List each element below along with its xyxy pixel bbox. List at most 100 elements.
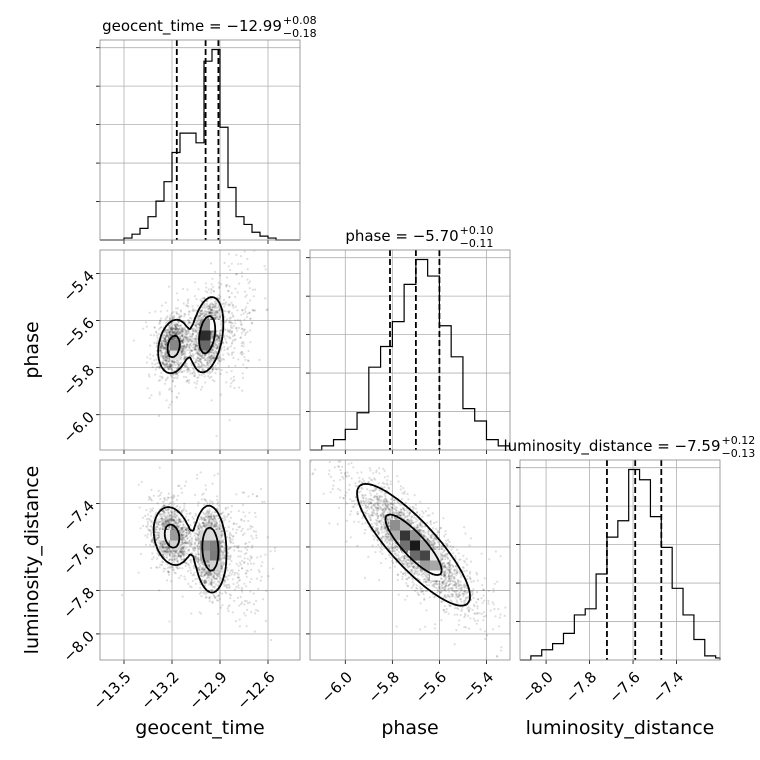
scatter-point: [163, 334, 166, 337]
scatter-point: [157, 518, 160, 521]
scatter-point: [154, 525, 157, 528]
luminosity_distance-hist-panel: [520, 460, 720, 660]
scatter-point: [180, 356, 183, 359]
scatter-point: [180, 350, 184, 354]
scatter-point: [181, 329, 184, 332]
scatter-point: [197, 365, 200, 368]
scatter-point: [201, 567, 204, 571]
scatter-point: [180, 334, 184, 337]
scatter-point: [168, 521, 171, 524]
scatter-point: [197, 546, 200, 549]
scatter-point: [189, 372, 192, 375]
scatter-point: [251, 537, 254, 540]
scatter-point: [197, 553, 200, 556]
scatter-point: [197, 542, 200, 545]
scatter-point: [121, 594, 124, 597]
scatter-point: [217, 294, 220, 297]
scatter-point: [203, 310, 206, 313]
scatter-point: [249, 317, 252, 321]
scatter-point: [180, 351, 183, 354]
scatter-point: [185, 365, 188, 368]
scatter-point: [189, 524, 192, 527]
scatter-point: [168, 327, 171, 330]
scatter-point: [228, 285, 231, 288]
scatter-point: [148, 495, 151, 498]
scatter-point: [209, 312, 212, 315]
scatter-point: [167, 552, 170, 555]
scatter-point: [169, 368, 172, 371]
scatter-point: [148, 373, 151, 376]
scatter-point: [237, 509, 240, 513]
scatter-point: [164, 346, 167, 349]
scatter-point: [162, 356, 165, 360]
scatter-point: [223, 585, 226, 588]
scatter-point: [204, 524, 207, 527]
scatter-point: [163, 364, 166, 367]
scatter-point: [180, 327, 184, 330]
scatter-point: [170, 526, 173, 529]
scatter-point: [193, 543, 196, 546]
scatter-point: [216, 572, 219, 575]
scatter-point: [208, 312, 211, 315]
scatter-point: [159, 346, 163, 349]
scatter-point: [187, 570, 190, 573]
scatter-point: [247, 349, 250, 353]
scatter-point: [186, 336, 189, 339]
scatter-point: [193, 345, 197, 348]
scatter-point: [168, 363, 172, 366]
scatter-point: [226, 578, 229, 581]
scatter-point: [180, 335, 183, 338]
scatter-point: [156, 523, 159, 526]
scatter-point: [159, 326, 162, 329]
scatter-point: [205, 572, 208, 575]
scatter-point: [180, 330, 183, 333]
scatter-point: [180, 487, 183, 490]
scatter-point: [174, 328, 177, 331]
scatter-point: [195, 340, 198, 343]
scatter-point: [168, 330, 171, 333]
scatter-point: [178, 313, 181, 316]
scatter-point: [183, 326, 186, 329]
scatter-point: [224, 590, 227, 593]
scatter-point: [198, 316, 201, 319]
scatter-point: [212, 355, 215, 358]
scatter-point: [169, 363, 172, 366]
scatter-point: [176, 372, 179, 375]
scatter-point: [194, 281, 197, 284]
scatter-point: [176, 560, 179, 563]
scatter-point: [184, 335, 187, 339]
scatter-point: [182, 554, 185, 558]
scatter-point: [209, 361, 212, 364]
scatter-point: [227, 336, 230, 339]
scatter-point: [164, 359, 167, 362]
scatter-point: [218, 340, 221, 343]
scatter-point: [156, 557, 159, 560]
scatter-point: [167, 511, 170, 515]
scatter-point: [163, 540, 166, 543]
scatter-point: [211, 303, 214, 306]
scatter-point: [161, 345, 164, 348]
scatter-point: [164, 343, 167, 346]
scatter-point: [186, 527, 189, 530]
scatter-point: [178, 335, 181, 338]
scatter-point: [171, 330, 174, 333]
scatter-point: [164, 379, 167, 382]
scatter-point: [171, 360, 174, 363]
scatter-point: [196, 333, 199, 336]
scatter-point: [196, 360, 199, 363]
scatter-point: [193, 549, 196, 552]
scatter-point: [210, 577, 213, 581]
scatter-point: [218, 524, 221, 527]
scatter-point: [165, 359, 168, 362]
scatter-point: [182, 550, 185, 553]
scatter-point: [179, 518, 182, 521]
scatter-point: [181, 339, 184, 342]
scatter-point: [163, 523, 166, 526]
scatter-point: [248, 541, 251, 544]
scatter-point: [218, 355, 221, 358]
scatter-point: [162, 551, 165, 554]
scatter-point: [237, 576, 241, 579]
scatter-point: [194, 343, 197, 346]
scatter-point: [206, 318, 209, 321]
scatter-point: [264, 297, 267, 300]
